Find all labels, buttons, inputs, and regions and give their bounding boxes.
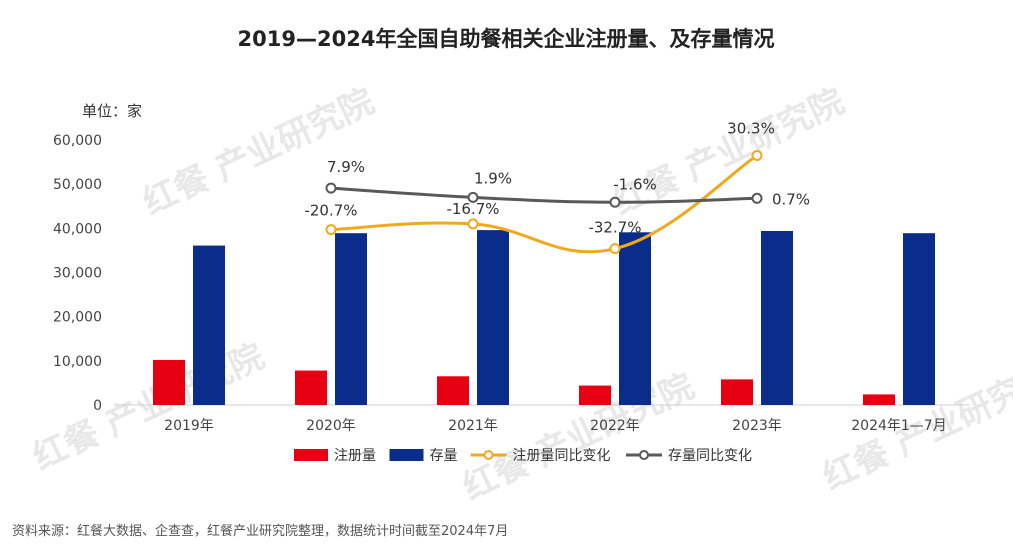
bar-registrations bbox=[721, 379, 753, 405]
bar-registrations bbox=[295, 370, 327, 405]
legend-swatch-marker bbox=[483, 450, 494, 460]
x-tick-label: 2021年 bbox=[448, 418, 498, 434]
x-tick-label: 2023年 bbox=[732, 418, 782, 434]
y-tick-label: 30,000 bbox=[53, 266, 102, 282]
bar-registrations bbox=[579, 385, 611, 405]
line-stock-yoy bbox=[330, 186, 758, 204]
x-tick-label: 2019年 bbox=[164, 418, 214, 434]
point-registrations-yoy bbox=[751, 149, 763, 161]
bar-stock bbox=[193, 245, 225, 405]
point-stock-yoy bbox=[325, 182, 337, 194]
bar-stock bbox=[903, 233, 935, 405]
x-tick-label: 2022年 bbox=[590, 418, 640, 434]
y-tick-label: 20,000 bbox=[53, 310, 102, 326]
lines: -20.7% -16.7% -32.7% 30.3% 7.9% 1.9% -1.6% 0.7% bbox=[304, 119, 810, 255]
bar-stock bbox=[761, 230, 793, 405]
source-note: 资料来源：红餐大数据、企查查，红餐产业研究院整理，数据统计时间截至2024年7月 bbox=[12, 523, 508, 539]
x-tick-label: 2024年1—7月 bbox=[851, 418, 946, 434]
x-axis-ticks: 2019年 2020年 2021年 2022年 2023年 2024年1—7月 bbox=[164, 418, 947, 434]
y-tick-label: 40,000 bbox=[53, 221, 102, 237]
bar-registrations bbox=[153, 359, 185, 405]
y-axis-unit-label: 单位：家 bbox=[82, 102, 142, 120]
data-label-registrations-yoy: -32.7% bbox=[588, 219, 641, 237]
point-stock-yoy bbox=[751, 192, 763, 204]
legend-swatch bbox=[389, 449, 424, 461]
data-label-stock-yoy: 0.7% bbox=[772, 190, 810, 208]
point-stock-yoy bbox=[609, 196, 621, 208]
point-registrations-yoy bbox=[467, 218, 479, 230]
y-tick-label: 0 bbox=[93, 398, 102, 414]
y-tick-label: 50,000 bbox=[53, 177, 102, 193]
legend-label: 注册量 bbox=[334, 448, 376, 464]
bar-stock bbox=[335, 233, 367, 405]
y-axis-ticks: 0 10,000 20,000 30,000 40,000 50,000 60,000 bbox=[53, 133, 102, 414]
legend-label: 存量 bbox=[430, 448, 458, 464]
chart-title: 2019—2024年全国自助餐相关企业注册量、及存量情况 bbox=[238, 27, 775, 51]
point-registrations-yoy bbox=[325, 224, 337, 236]
legend: 注册量 存量 注册量同比变化 存量同比变化 bbox=[294, 448, 752, 464]
bar-stock bbox=[477, 230, 509, 405]
data-label-registrations-yoy: 30.3% bbox=[727, 119, 775, 137]
point-stock-yoy bbox=[467, 191, 479, 203]
legend-label: 注册量同比变化 bbox=[513, 448, 611, 464]
data-label-stock-yoy: 1.9% bbox=[474, 169, 512, 187]
bar-stock bbox=[619, 232, 651, 405]
point-registrations-yoy bbox=[609, 243, 621, 255]
bar-registrations bbox=[863, 394, 895, 405]
legend-label: 存量同比变化 bbox=[668, 448, 752, 464]
bars bbox=[153, 230, 935, 405]
data-label-stock-yoy: -1.6% bbox=[613, 175, 657, 193]
y-tick-label: 10,000 bbox=[53, 354, 102, 370]
bar-registrations bbox=[437, 376, 469, 405]
data-label-registrations-yoy: -20.7% bbox=[304, 202, 357, 220]
y-tick-label: 60,000 bbox=[53, 133, 102, 149]
legend-swatch-marker bbox=[639, 450, 649, 460]
data-label-stock-yoy: 7.9% bbox=[327, 158, 365, 176]
x-tick-label: 2020年 bbox=[306, 418, 356, 434]
data-label-registrations-yoy: -16.7% bbox=[446, 200, 499, 218]
legend-swatch bbox=[294, 449, 328, 461]
